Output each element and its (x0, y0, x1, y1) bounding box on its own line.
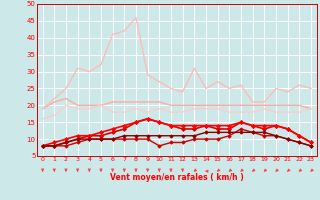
X-axis label: Vent moyen/en rafales ( km/h ): Vent moyen/en rafales ( km/h ) (110, 173, 244, 182)
